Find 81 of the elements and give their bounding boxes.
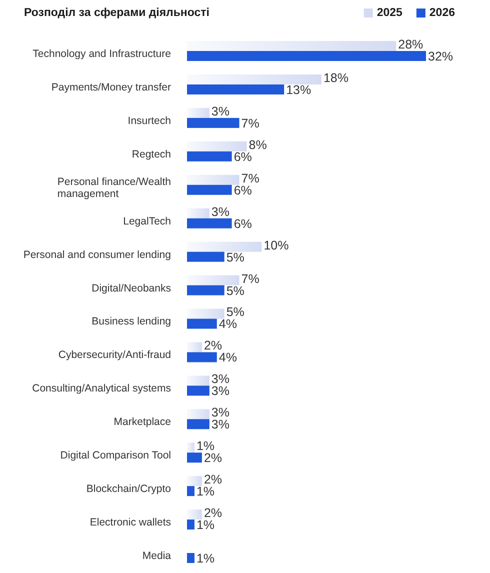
data-label: 4% [218, 317, 237, 332]
data-label: 10% [264, 238, 289, 252]
data-label: 3% [211, 372, 230, 386]
y-tick-label: Digital/Neobanks [92, 282, 171, 294]
y-tick-label: Consulting/Analytical systems [32, 382, 171, 395]
y-tick-label: LegalTech [123, 215, 172, 228]
data-label: 1% [196, 518, 215, 532]
data-label: 3% [211, 104, 230, 118]
y-tick-label: Regtech [132, 148, 172, 160]
y-tick-label: Business lending [92, 316, 172, 328]
data-label: 5% [226, 305, 244, 320]
bar [187, 376, 210, 386]
bar [187, 151, 232, 162]
data-label: 5% [226, 250, 244, 264]
data-label: 1% [196, 552, 215, 566]
bar [187, 41, 396, 51]
bar [187, 208, 210, 218]
data-label: 18% [323, 70, 348, 85]
data-label: 7% [241, 272, 260, 286]
data-label: 2% [204, 338, 222, 353]
data-label: 3% [211, 406, 230, 420]
y-tick-label: Cybersecurity/Anti-fraud [58, 349, 172, 362]
bar [187, 409, 210, 420]
bar [187, 84, 284, 94]
data-label: 2% [204, 506, 222, 520]
data-label: 6% [234, 216, 252, 231]
bar [187, 520, 194, 530]
bar [187, 486, 194, 496]
bar [187, 108, 210, 118]
data-label: 3% [211, 384, 230, 398]
data-label: 28% [398, 38, 424, 52]
bar [187, 118, 240, 128]
data-label: 2% [204, 451, 222, 466]
bar [187, 352, 217, 362]
data-label: 3% [211, 418, 230, 432]
data-label: 4% [218, 350, 237, 365]
bar [187, 141, 247, 152]
data-label: 8% [248, 138, 267, 152]
bar [187, 308, 224, 319]
data-label: 13% [286, 82, 312, 97]
y-tick-label: Technology and Infrastructure [32, 48, 172, 60]
y-tick-label: Media [142, 550, 172, 562]
y-tick-label: Payments/Money transfer [51, 81, 172, 94]
chart-title: Розподіл за сферами діяльності [24, 7, 210, 19]
data-label: 7% [241, 171, 260, 186]
bar [187, 184, 232, 195]
data-label: 1% [196, 484, 215, 499]
data-label: 7% [241, 116, 260, 130]
bar [187, 442, 194, 453]
y-tick-label: Personal finance/Wealth management [57, 176, 172, 200]
y-tick-label: Electronic wallets [90, 516, 171, 529]
bar [187, 242, 262, 252]
y-tick-label: Insurtech [128, 114, 172, 127]
data-label: 2% [204, 472, 222, 487]
data-label: 6% [234, 150, 252, 164]
y-tick-label: Personal and consumer lending [23, 248, 172, 261]
bar [187, 318, 217, 329]
y-tick-label: Marketplace [114, 416, 172, 428]
bar [187, 174, 240, 185]
legend-label: 2026 [429, 7, 456, 19]
bar [187, 342, 202, 352]
bar [187, 74, 322, 84]
bar [187, 452, 202, 463]
y-tick-label: Blockchain/Crypto [86, 483, 172, 496]
bar [187, 419, 210, 430]
bar [187, 218, 232, 228]
bar [187, 553, 194, 563]
data-label: 5% [226, 284, 244, 298]
bar [187, 285, 224, 296]
bar [187, 275, 240, 286]
bar [187, 252, 224, 262]
data-label: 6% [234, 183, 252, 198]
bar [187, 476, 202, 486]
data-label: 3% [211, 204, 230, 219]
bar [187, 510, 202, 520]
y-tick-label: Digital Comparison Tool [60, 450, 171, 462]
data-label: 1% [196, 439, 215, 454]
data-label: 32% [428, 50, 454, 64]
bar [187, 51, 426, 61]
legend-label: 2025 [376, 7, 404, 19]
bar [187, 386, 210, 396]
